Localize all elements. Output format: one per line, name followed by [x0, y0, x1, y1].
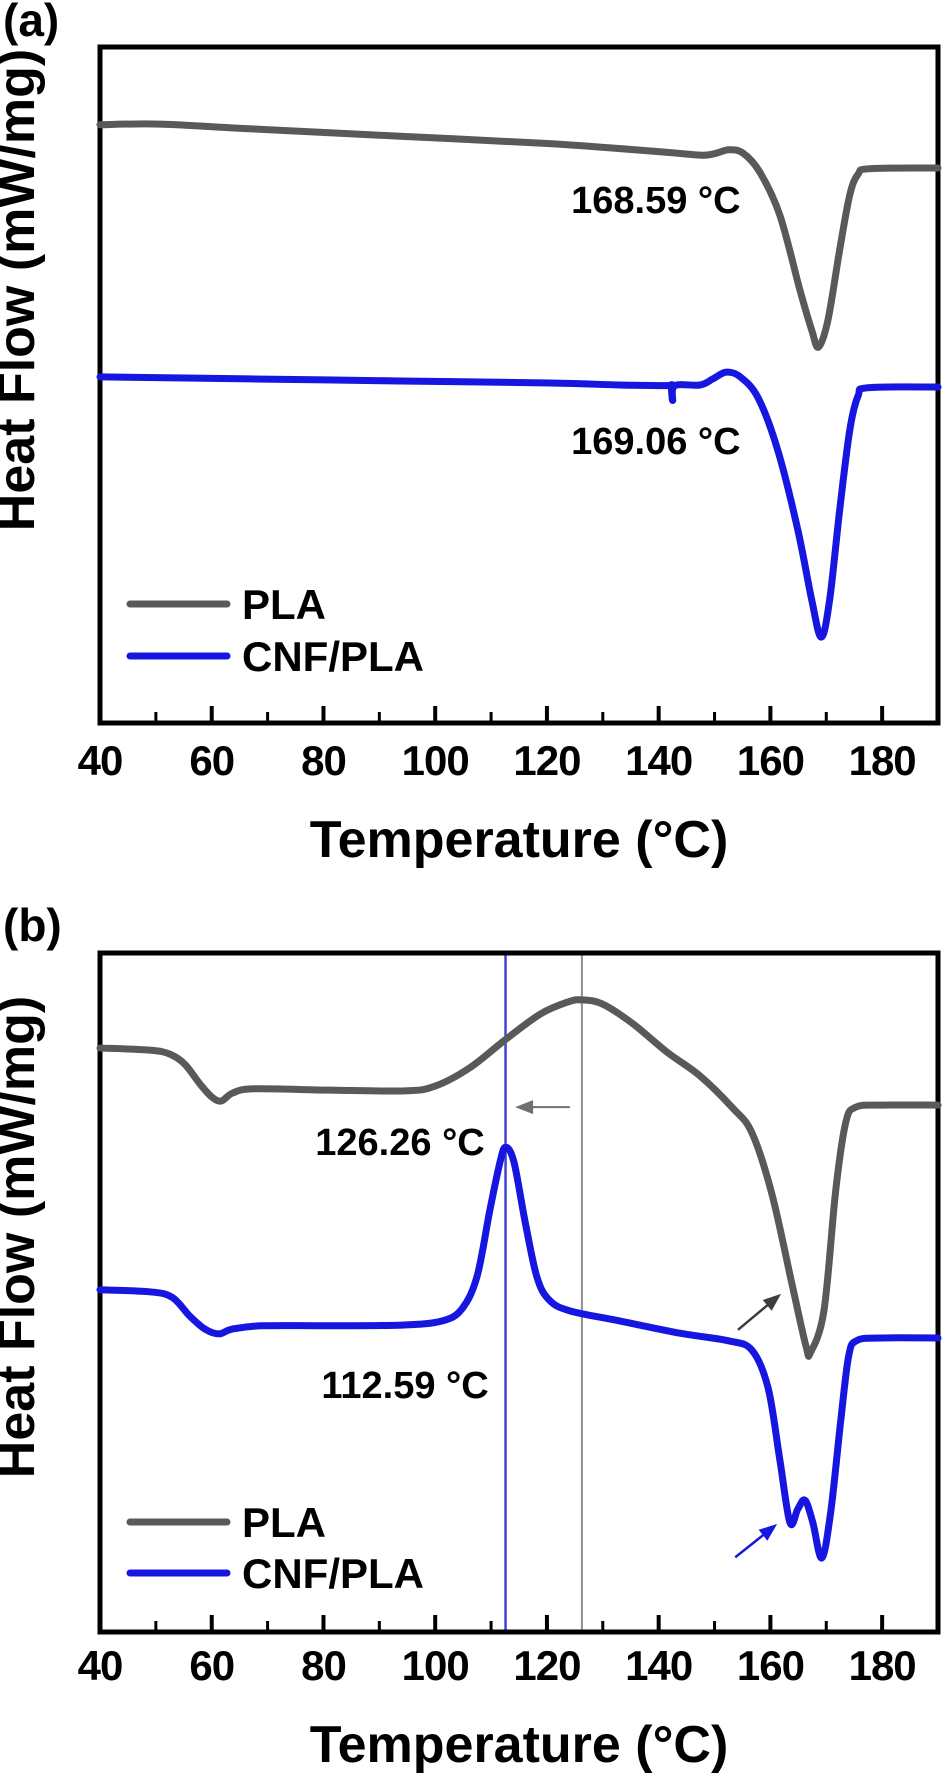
legend-label-cnf-pla: CNF/PLA: [242, 1550, 424, 1597]
x-tick-label: 60: [189, 737, 234, 784]
panel-b-chart: 40 60 80 100 120 140 160 180 Temperature (°C) Hea…: [0, 899, 942, 1774]
legend-label-pla: PLA: [242, 1499, 326, 1546]
panel-label: (a): [3, 0, 59, 46]
panel-a: 40 60 80 100 120 140 160 180 Temperature (°C) Hea…: [0, 0, 945, 891]
x-tick-label: 60: [189, 1642, 234, 1689]
peak-temperature-label: 126.26 °C: [315, 1122, 484, 1164]
annotation-arrow-2: [737, 1299, 774, 1331]
peak-temperature-label: 169.06 °C: [571, 421, 740, 463]
cnf-pla-curve: [96, 368, 942, 641]
x-tick-label: 100: [402, 737, 469, 784]
peak-temperature-label: 112.59 °C: [321, 1365, 488, 1407]
x-tick-label: 120: [513, 737, 580, 784]
x-tick-label: 180: [849, 1642, 916, 1689]
x-tick-label: 80: [301, 1642, 346, 1689]
x-tick-label: 140: [625, 1642, 692, 1689]
x-tick-label: 160: [737, 737, 804, 784]
x-axis-title: Temperature (°C): [310, 1716, 729, 1774]
x-tick-label: 120: [513, 1642, 580, 1689]
panel-b: 40 60 80 100 120 140 160 180 Temperature (°C) Hea…: [0, 891, 945, 1782]
y-axis-title: Heat Flow (mW/mg): [0, 996, 46, 1478]
cnf-pla-curve: [96, 1143, 942, 1562]
x-tick-label: 180: [849, 737, 916, 784]
x-axis-title: Temperature (°C): [310, 811, 729, 869]
x-tick-label: 80: [301, 737, 346, 784]
panel-a-chart: 40 60 80 100 120 140 160 180 Temperature (°C) Hea…: [0, 0, 942, 869]
x-tick-label: 140: [625, 737, 692, 784]
pla-curve: [96, 120, 942, 351]
peak-temperature-label: 168.59 °C: [571, 180, 740, 222]
annotation-arrowhead-2: [762, 1293, 782, 1311]
legend-label-cnf-pla: CNF/PLA: [242, 633, 424, 680]
annotation-arrowhead-1: [515, 1100, 534, 1115]
legend-label-pla: PLA: [242, 581, 326, 628]
x-tick-label: 160: [737, 1642, 804, 1689]
y-axis-title: Heat Flow (mW/mg): [0, 49, 46, 531]
x-tick-label: 100: [402, 1642, 469, 1689]
pla-curve: [96, 996, 942, 1360]
annotation-arrowhead-3: [758, 1524, 778, 1541]
x-tick-label: 40: [78, 1642, 123, 1689]
x-tick-label: 40: [78, 737, 123, 784]
panel-label: (b): [3, 899, 62, 951]
